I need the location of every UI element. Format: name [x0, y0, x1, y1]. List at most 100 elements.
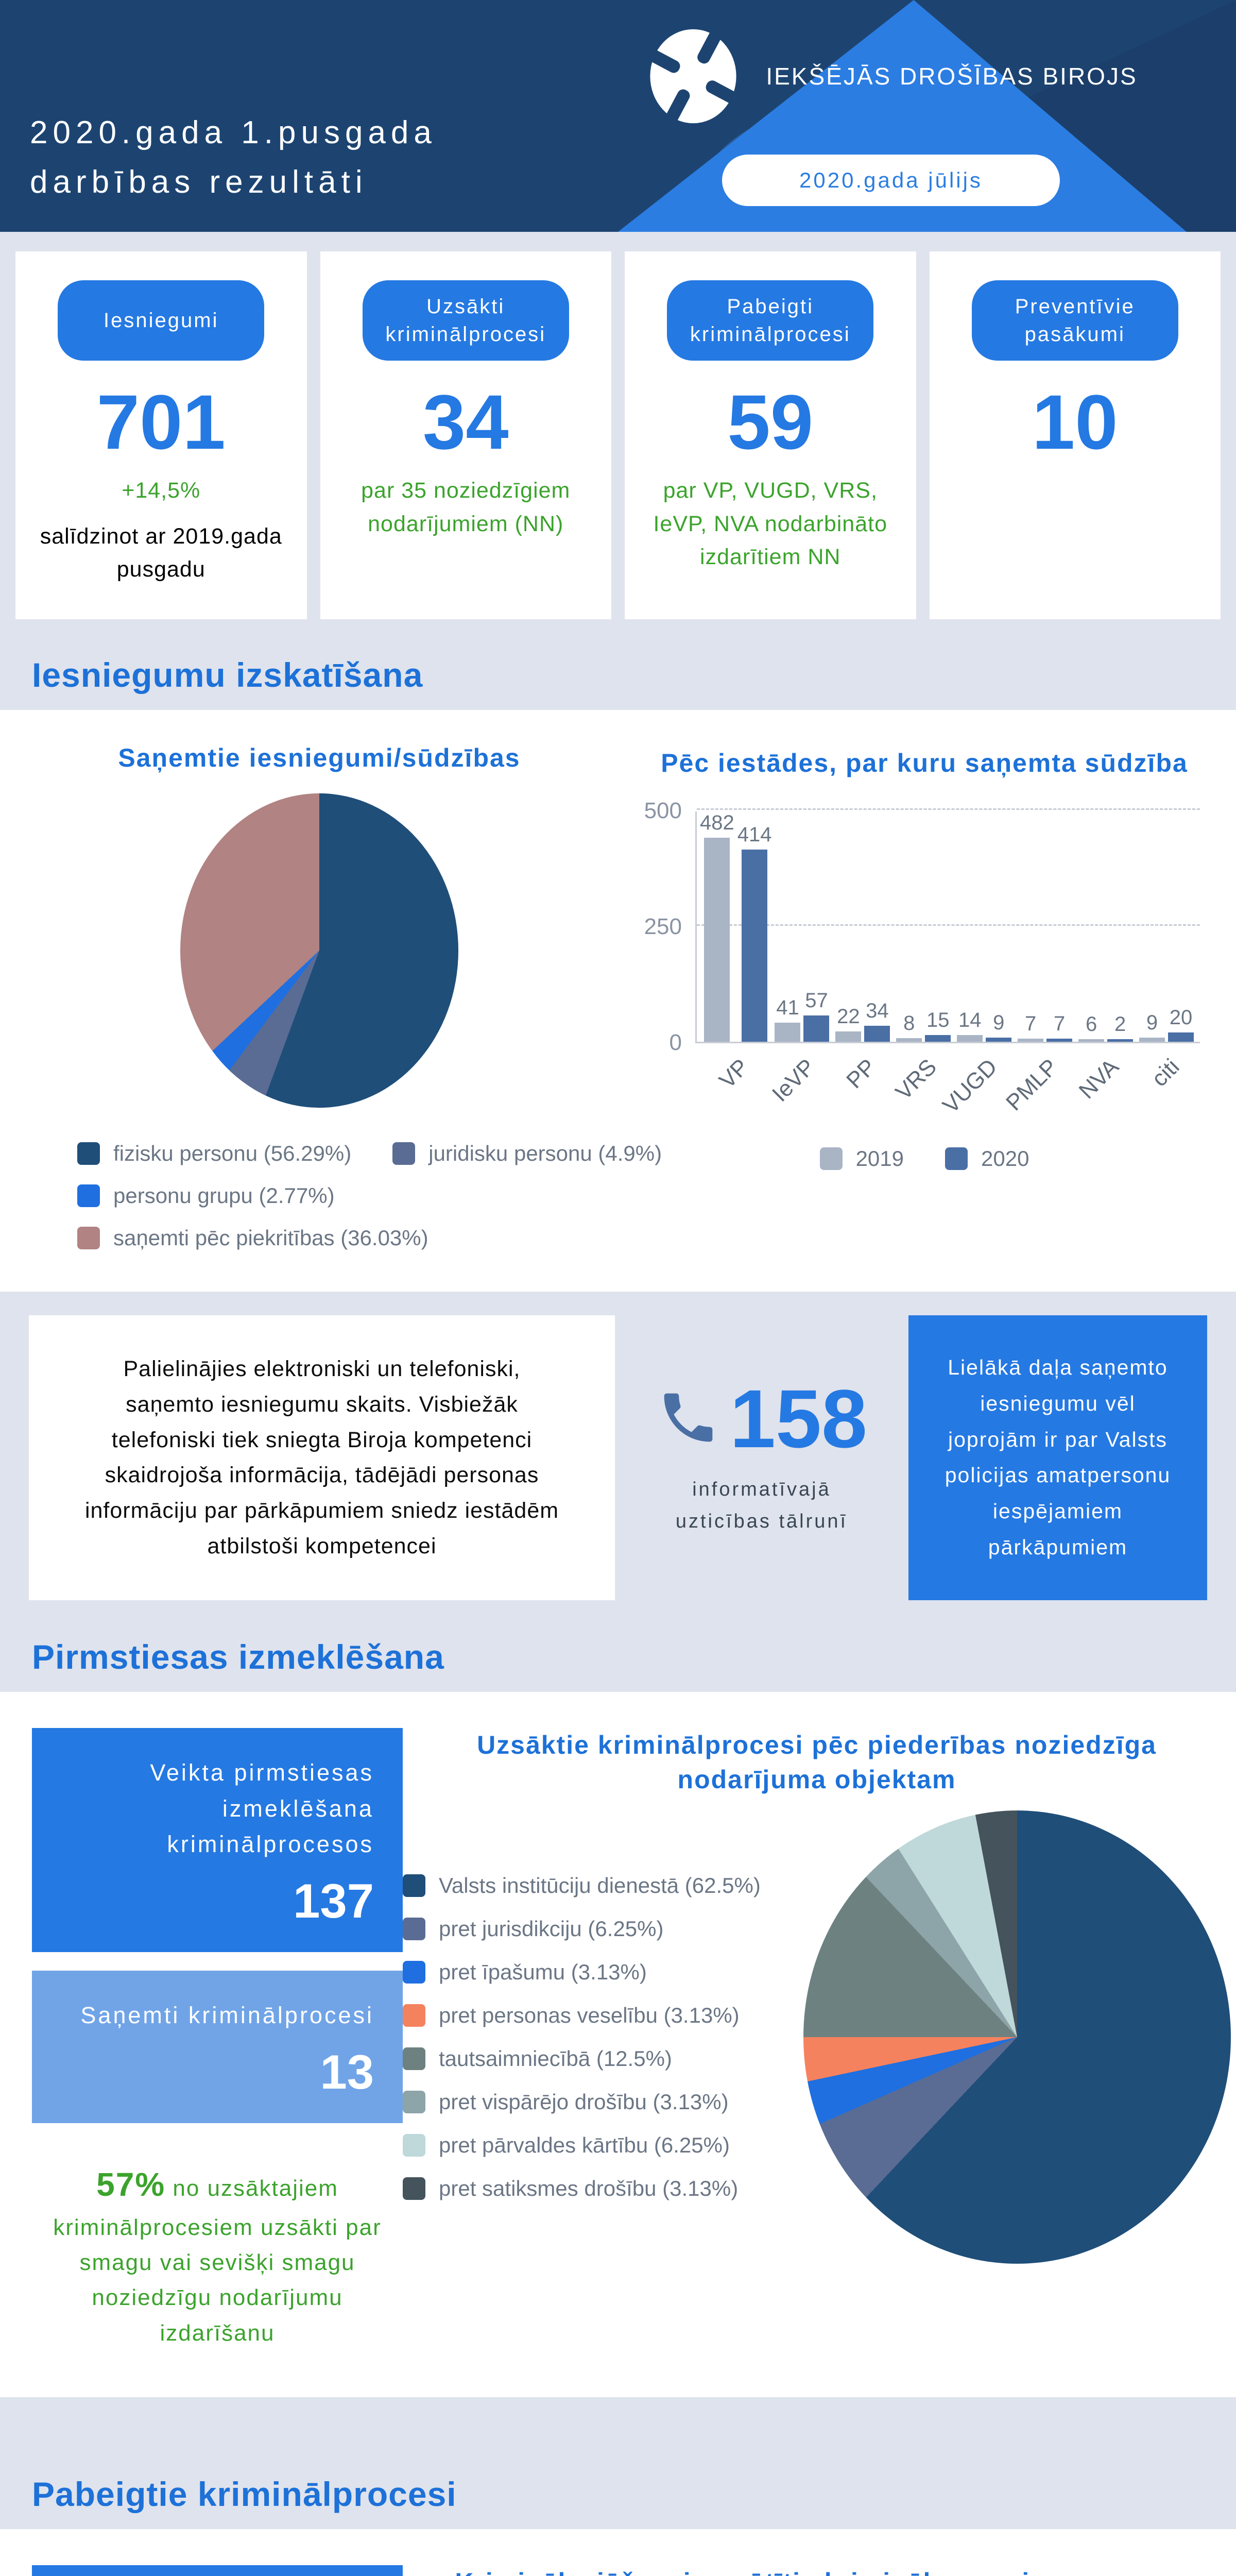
- bar-column: 6: [1078, 811, 1105, 1042]
- section2-green-note: 57% no uzsāktajiem kriminālprocesiem uzs…: [42, 2159, 392, 2351]
- stat-box-label: Saņemti kriminālprocesi: [80, 2002, 374, 2029]
- bar-2020-VUGD: [986, 1037, 1012, 1042]
- stat-value: 34: [422, 379, 509, 465]
- phone-icon: [656, 1385, 720, 1452]
- bar-value-label: 482: [700, 811, 734, 834]
- legend-item: personu grupu (2.77%): [77, 1183, 662, 1208]
- bar-value-label: 14: [958, 1009, 982, 1032]
- bar-value-label: 20: [1169, 1006, 1193, 1029]
- bar-legend: 2019 2020: [633, 1146, 1215, 1171]
- highlight-box: Lielākā daļa saņemto iesniegumu vēl jopr…: [908, 1315, 1207, 1600]
- bar-column: 15: [925, 811, 951, 1042]
- legend-item: pret vispārējo drošību (3.13%): [403, 2090, 761, 2114]
- legend-swatch: [819, 1147, 843, 1170]
- legend-swatch: [403, 2047, 425, 2070]
- section1-notes-row: Palielinājies elektroniski un telefonisk…: [0, 1292, 1236, 1624]
- bar-value-label: 9: [993, 1011, 1005, 1034]
- hotline-number: 158: [730, 1372, 867, 1465]
- bar-2020-NVA: [1107, 1039, 1134, 1042]
- stat-highlight: par 35 noziedzīgiem nodarījumiem (NN): [361, 478, 571, 536]
- bar-value-label: 6: [1085, 1012, 1097, 1036]
- bar-2020-VP: [742, 850, 768, 1042]
- bar-group-VUGD: 14 9 VUGD: [938, 811, 1015, 1118]
- legend-swatch: [77, 1227, 100, 1249]
- bar-column: 8: [896, 811, 922, 1042]
- legend-label: juridisku personu (4.9%): [428, 1141, 662, 1165]
- page-title-line1: 2020.gada 1.pusgada: [30, 114, 437, 150]
- axis-category-label: NVA: [1074, 1054, 1124, 1104]
- legend-swatch: [77, 1184, 100, 1207]
- legend-item: 2019: [819, 1146, 904, 1171]
- legend-swatch: [403, 1874, 425, 1897]
- initiated-proceedings-pie-chart: [803, 1810, 1231, 2264]
- bar-2019-NVA: [1078, 1039, 1105, 1042]
- bar-column: 22: [835, 811, 862, 1042]
- bar-2020-PMLP: [1046, 1038, 1073, 1042]
- org-block: IEKŠĒJĀS DROŠĪBAS BIROJS: [603, 25, 1179, 128]
- pie1-legend: fizisku personu (56.29%) juridisku person…: [77, 1141, 662, 1250]
- bar-value-label: 8: [903, 1011, 915, 1035]
- stat-card-iesniegumi: Iesniegumi 701 +14,5% salīdzinot ar 2019…: [15, 251, 307, 619]
- gridline: [697, 924, 1200, 926]
- bar-2020-citi: [1168, 1032, 1194, 1042]
- note-card: Palielinājies elektroniski un telefonisk…: [29, 1315, 615, 1600]
- bar-plot-area: 482 414 VP 41 57 IeVP 22 34 PP 8 15 VRS 14 9 VUGD 7 7 PML…: [695, 808, 1215, 1141]
- pie3-title: Kriminālvajāšanai nosūtītie kriminālproc…: [439, 2565, 1046, 2576]
- bar-2020-IeVP: [803, 1015, 830, 1042]
- bar-2019-VP: [704, 838, 730, 1042]
- page-title: 2020.gada 1.pusgada darbības rezultāti: [30, 108, 437, 207]
- aperture-logo-icon: [642, 25, 744, 128]
- bar-value-label: 22: [837, 1005, 860, 1028]
- section3-content: Kriminālvajāšanai nosūtīto kriminālproce…: [0, 2529, 1236, 2576]
- pie2-legend: Valsts institūciju dienestā (62.5%) pret …: [403, 1873, 761, 2201]
- bar-column: 2: [1107, 811, 1134, 1042]
- header: 2020.gada 1.pusgada darbības rezultāti I…: [0, 0, 1236, 232]
- legend-swatch: [77, 1142, 100, 1165]
- stat-value: 701: [96, 379, 226, 465]
- stat-pill: Iesniegumi: [58, 280, 265, 361]
- legend-label: pret pārvaldes kārtību (6.25%): [439, 2132, 730, 2157]
- section3-offense-boxes: kukuļošana 9 dienesta stāvokļa ļaunprātī…: [1052, 2565, 1236, 2576]
- stat-card-pabeigti-kriminalprocesi: Pabeigti kriminālprocesi 59 par VP, VUGD…: [625, 251, 916, 619]
- bar-column: 41: [775, 811, 801, 1042]
- section2-stat-boxes: Veikta pirmstiesas izmeklēšana kriminālp…: [32, 1727, 403, 2351]
- legend-swatch: [945, 1147, 968, 1170]
- bar-group-NVA: 6 2 NVA: [1074, 811, 1136, 1104]
- bar-value-label: 9: [1146, 1011, 1158, 1034]
- axis-tick-label: 500: [644, 798, 682, 823]
- complaints-bar-block: Pēc iestādes, par kuru saņemta sūdzība 0…: [633, 741, 1215, 1251]
- pie2-chart-row: Valsts institūciju dienestā (62.5%) pret …: [403, 1810, 1231, 2264]
- bar-group-PP: 22 34 PP: [832, 811, 893, 1093]
- stat-box-kriminalvajasanai-nosutito: Kriminālvajāšanai nosūtīto kriminālproce…: [32, 2565, 403, 2576]
- legend-swatch: [403, 2133, 425, 2157]
- bar-column: 7: [1018, 811, 1044, 1042]
- legend-swatch: [403, 1960, 425, 1984]
- legend-item: tautsaimniecībā (12.5%): [403, 2046, 761, 2071]
- bar-2019-VRS: [896, 1038, 922, 1042]
- org-name: IEKŠĒJĀS DROŠĪBAS BIROJS: [766, 63, 1138, 90]
- axis-category-label: VUGD: [938, 1054, 1002, 1118]
- stat-card-uzsakti-kriminalprocesi: Uzsākti kriminālprocesi 34 par 35 nozied…: [320, 251, 611, 619]
- stat-card-row: Iesniegumi 701 +14,5% salīdzinot ar 2019…: [0, 232, 1236, 642]
- bar-column: 34: [864, 811, 890, 1042]
- axis-category-label: IeVP: [767, 1054, 820, 1107]
- bar-2020-VRS: [925, 1035, 951, 1042]
- date-badge: 2020.gada jūlijs: [722, 155, 1060, 206]
- bar-value-label: 414: [737, 823, 772, 846]
- gridline: [697, 808, 1200, 810]
- pie1-title: Saņemtie iesniegumi/sūdzības: [118, 743, 521, 772]
- legend-item: 2020: [945, 1146, 1029, 1171]
- stat-pill: Preventīvie pasākumi: [971, 280, 1178, 361]
- stat-value: 10: [1032, 379, 1118, 465]
- header-right: IEKŠĒJĀS DROŠĪBAS BIROJS 2020.gada jūlij…: [603, 25, 1179, 206]
- legend-item: pret īpašumu (3.13%): [403, 1960, 761, 1985]
- bar-column: 7: [1046, 811, 1073, 1042]
- legend-swatch: [403, 1917, 425, 1940]
- stat-box-value: 137: [293, 1874, 374, 1928]
- bar-value-label: 41: [776, 996, 799, 1020]
- axis-category-label: PMLP: [1001, 1054, 1063, 1116]
- axis-tick-label: 250: [644, 914, 682, 939]
- legend-item: fizisku personu (56.29%): [77, 1141, 351, 1166]
- bar-column: 14: [957, 811, 983, 1042]
- legend-swatch: [403, 2177, 425, 2200]
